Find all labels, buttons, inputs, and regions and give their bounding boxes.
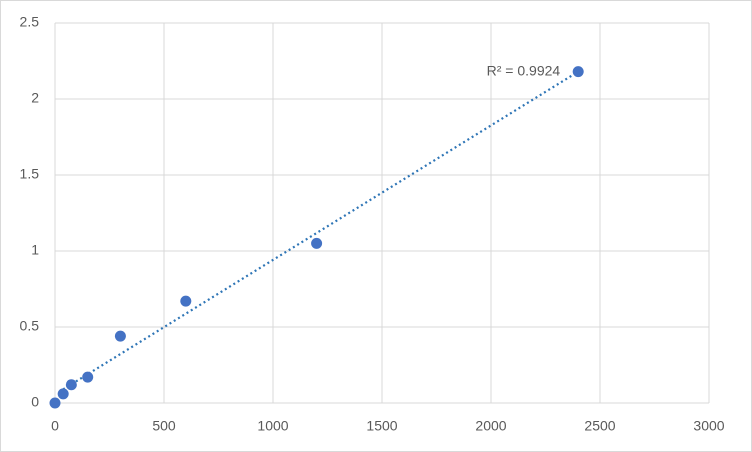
point [65,379,77,391]
y-tick-label: 0.5 [20,318,40,334]
point [311,237,323,249]
x-tick-label: 500 [152,418,176,434]
y-tick-label: 2.5 [20,14,40,30]
point [180,295,192,307]
y-tick-label: 0 [31,394,39,410]
point [57,388,69,400]
y-tick-label: 1.5 [20,166,40,182]
x-tick-label: 1500 [366,418,397,434]
point [114,330,126,342]
x-tick-label: 0 [51,418,59,434]
x-tick-label: 3000 [693,418,724,434]
trendline [62,70,579,391]
x-tick-label: 2000 [475,418,506,434]
point [49,397,61,409]
y-tick-label: 2 [31,90,39,106]
x-tick-label: 1000 [257,418,288,434]
point [572,66,584,78]
x-tick-label: 2500 [584,418,615,434]
trendline-label: R² = 0.9924 [487,62,561,78]
point [82,371,94,383]
y-tick-label: 1 [31,242,39,258]
